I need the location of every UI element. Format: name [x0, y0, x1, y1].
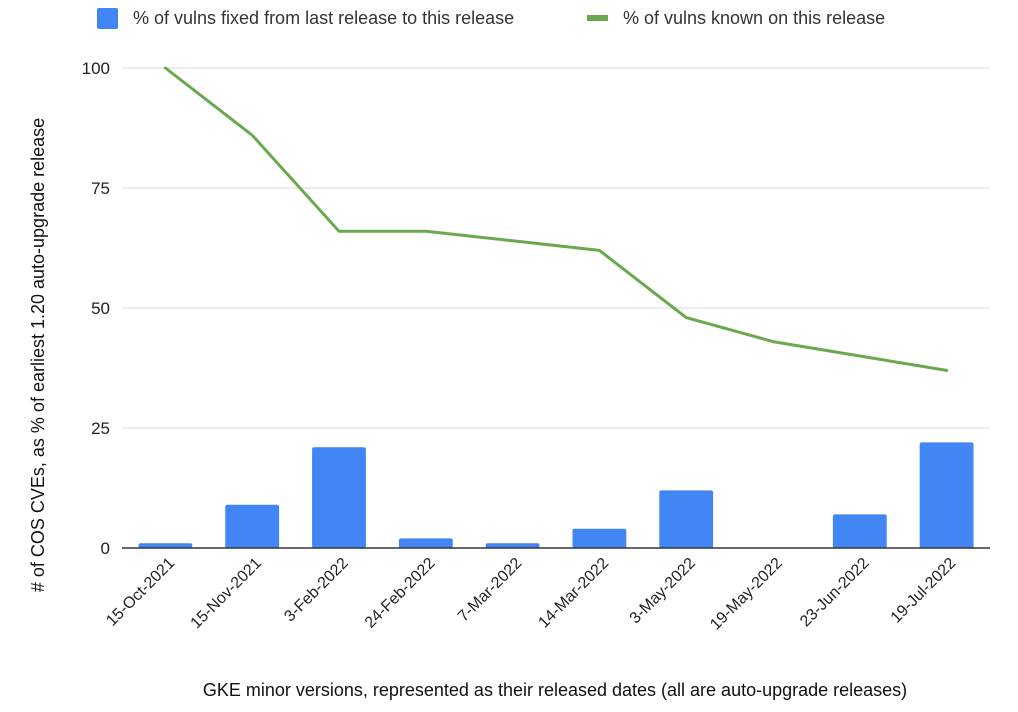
y-tick-label: 25 [91, 419, 110, 438]
bar [312, 447, 366, 548]
line-series [163, 66, 949, 372]
bar [225, 504, 280, 548]
x-tick-label: 14-Mar-2022 [535, 555, 612, 632]
legend-label-bar: % of vulns fixed from last release to th… [133, 8, 514, 28]
bar [919, 442, 974, 548]
bar [485, 543, 540, 548]
gridlines [122, 67, 990, 429]
series-line [163, 66, 949, 372]
legend-swatch-bar [97, 8, 118, 29]
x-tick-label: 3-May-2022 [627, 555, 699, 627]
x-tick-label: 19-May-2022 [707, 555, 786, 634]
y-axis-title: # of COS CVEs, as % of earliest 1.20 aut… [28, 118, 48, 592]
bar [659, 490, 714, 548]
x-tick-label: 23-Jun-2022 [797, 555, 873, 631]
x-tick-label: 19-Jul-2022 [888, 555, 960, 627]
y-axis-ticks: 0 25 50 75 100 [82, 59, 110, 558]
legend-swatch-line [587, 15, 608, 21]
x-axis-title: GKE minor versions, represented as their… [203, 680, 907, 700]
y-tick-label: 50 [91, 299, 110, 318]
x-tick-label: 15-Nov-2021 [188, 555, 266, 633]
bar-series [138, 442, 974, 548]
bar [398, 538, 453, 548]
legend-label-line: % of vulns known on this release [623, 8, 885, 28]
x-tick-label: 7-Mar-2022 [455, 555, 526, 626]
y-tick-label: 100 [82, 59, 110, 78]
x-axis-ticks: 15-Oct-2021 15-Nov-2021 3-Feb-2022 24-Feb-2… [103, 555, 959, 634]
bar [832, 514, 887, 548]
bar [138, 543, 193, 548]
legend: % of vulns fixed from last release to th… [97, 8, 885, 29]
y-tick-label: 75 [91, 179, 110, 198]
bar [572, 528, 627, 548]
x-tick-label: 24-Feb-2022 [362, 555, 439, 632]
x-tick-label: 3-Feb-2022 [281, 555, 352, 626]
y-tick-label: 0 [101, 539, 110, 558]
x-tick-label: 15-Oct-2021 [103, 555, 178, 630]
